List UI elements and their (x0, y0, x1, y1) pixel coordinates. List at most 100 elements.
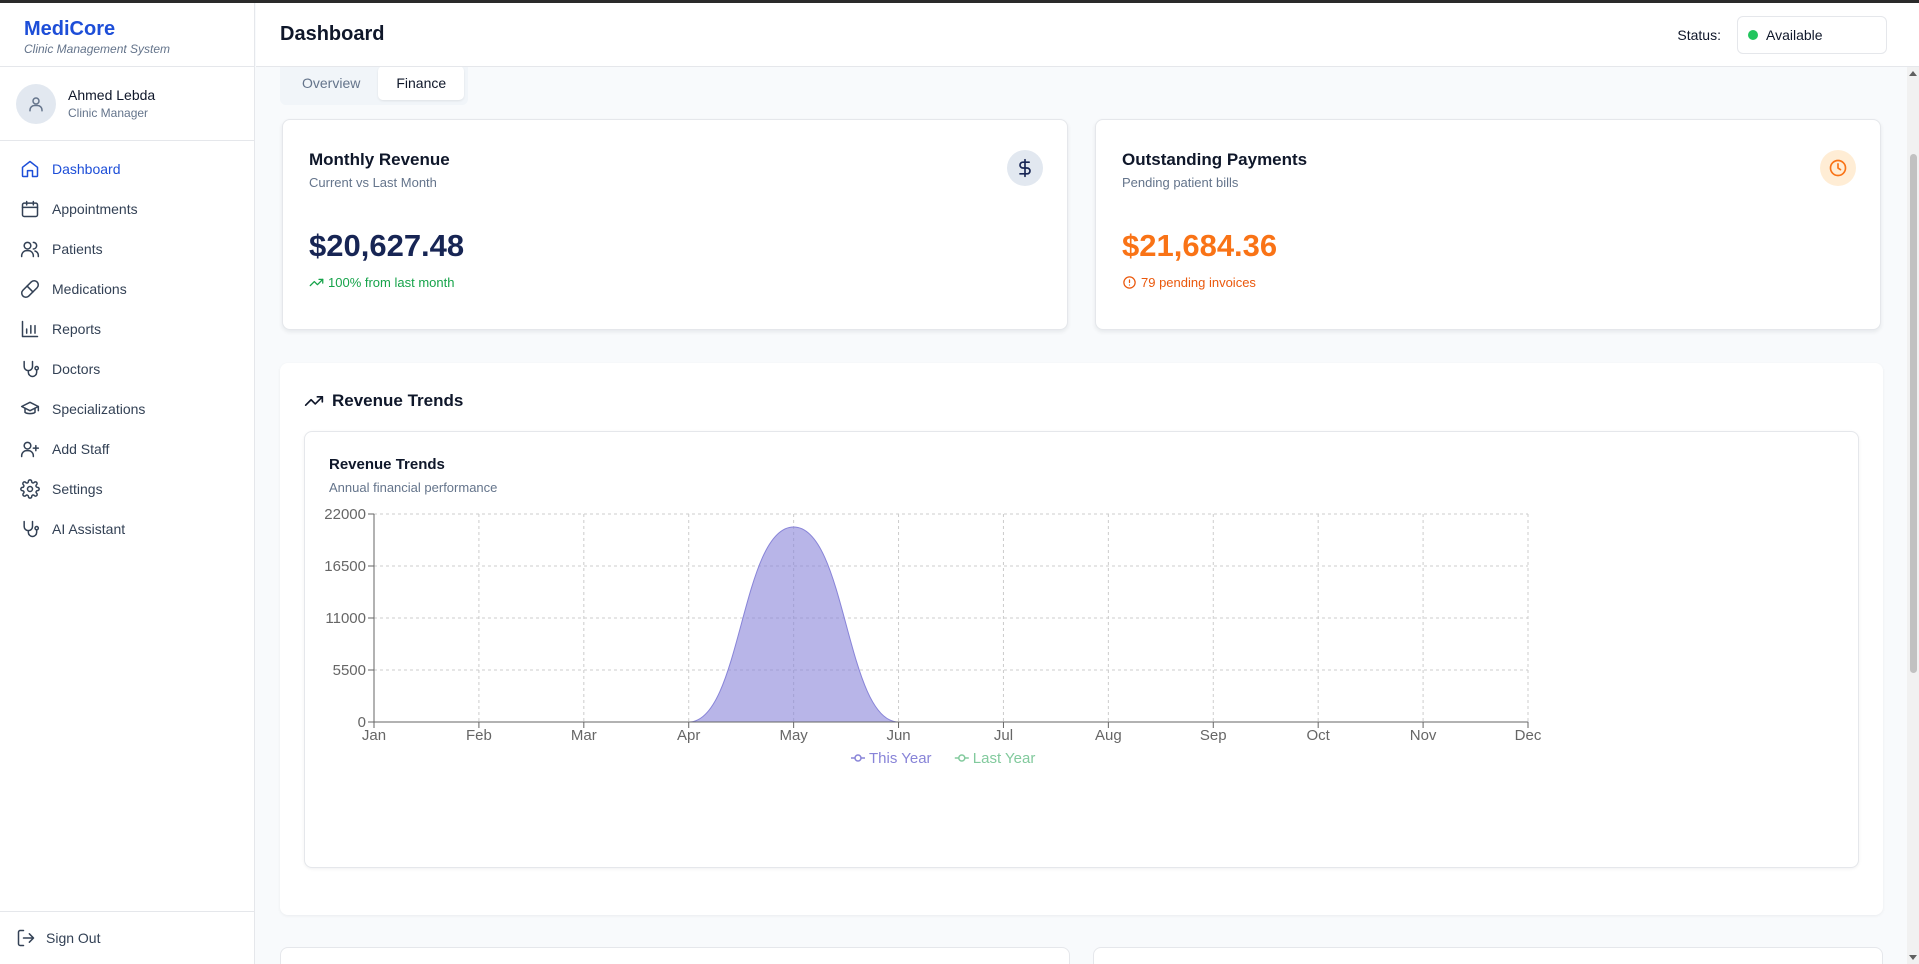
y-tick-label: 16500 (324, 558, 366, 575)
dashboard-tabs: Overview Finance (280, 67, 469, 105)
x-tick-label: May (779, 727, 808, 744)
sign-out-label: Sign Out (46, 930, 101, 946)
sidebar-item-label: Dashboard (52, 161, 121, 177)
y-tick-label: 11000 (325, 610, 366, 627)
tab-finance[interactable]: Finance (378, 67, 465, 100)
clock-icon-badge (1820, 150, 1856, 186)
app-subtitle: Clinic Management System (24, 42, 171, 56)
user-plus-icon (20, 441, 40, 458)
page-scrollbar[interactable] (1907, 67, 1919, 964)
revenue-area-chart[interactable]: Jan: 0Feb: 0Mar: 0Apr: 0May: 0Jun: 0Jul:… (305, 432, 1860, 869)
dollar-icon (1019, 158, 1031, 178)
sidebar-item-medications[interactable]: Medications (0, 269, 254, 309)
sidebar-item-label: Doctors (52, 361, 101, 377)
calendar-icon (21, 200, 39, 218)
card-title: Outstanding Payments (1122, 150, 1308, 169)
series-line-this-year (374, 526, 1528, 723)
scroll-thumb[interactable] (1910, 154, 1917, 673)
sidebar-item-label: Medications (52, 281, 127, 297)
window-top-border (0, 0, 1919, 3)
sidebar-item-appointments[interactable]: Appointments (0, 189, 254, 229)
top-header: Dashboard Status: Available (256, 3, 1919, 67)
revenue-note-text: 100% from last month (328, 275, 455, 290)
chart-subtitle: Annual financial performance (329, 480, 498, 495)
monthly-revenue-card: Monthly Revenue Current vs Last Month $2… (282, 119, 1068, 330)
users-icon (20, 241, 40, 258)
x-tick-label: Aug (1095, 727, 1122, 744)
x-tick-label: Sep (1200, 727, 1227, 744)
sidebar-item-reports[interactable]: Reports (0, 309, 254, 349)
sidebar-item-label: Appointments (52, 201, 138, 217)
user-name: Ahmed Lebda (68, 87, 156, 103)
status-select[interactable]: Available (1737, 15, 1887, 54)
sidebar: MediCore Clinic Management System Ahmed … (0, 3, 255, 964)
x-tick-label: Jan (362, 727, 386, 744)
user-profile[interactable]: Ahmed Lebda Clinic Manager (0, 67, 254, 141)
chart-title: Revenue Trends (329, 456, 445, 473)
user-role: Clinic Manager (68, 106, 149, 120)
page-title: Dashboard (280, 23, 385, 45)
sidebar-item-label: Patients (52, 241, 103, 257)
legend-marker-last-year (958, 754, 966, 762)
stethoscope-icon (23, 360, 40, 378)
sidebar-item-label: Settings (52, 481, 103, 497)
sidebar-item-label: Add Staff (52, 441, 110, 457)
sidebar-item-label: AI Assistant (52, 521, 126, 537)
brand: MediCore Clinic Management System (0, 3, 254, 67)
scroll-down-arrow-icon[interactable] (1909, 955, 1917, 960)
data-point-this-year-4: May: 20627.48 (793, 526, 795, 528)
status-label: Status: (1677, 26, 1721, 43)
sign-out-icon (17, 929, 35, 947)
avatar (16, 83, 56, 124)
revenue-value: $20,627.48 (309, 228, 465, 263)
sidebar-item-doctors[interactable]: Doctors (0, 349, 254, 389)
series-area-this-year (374, 526, 1528, 722)
sidebar-item-patients[interactable]: Patients (0, 229, 254, 269)
x-tick-label: Mar (571, 727, 597, 744)
sidebar-item-specializations[interactable]: Specializations (0, 389, 254, 429)
section-header: Revenue Trends (304, 391, 463, 411)
outstanding-note: 79 pending invoices (1122, 275, 1256, 290)
legend-label-last-year: Last Year (973, 750, 1036, 767)
section-title: Revenue Trends (332, 391, 464, 410)
card-title: Monthly Revenue (309, 150, 450, 169)
sidebar-nav: Dashboard Appointments Patients Medicati… (0, 141, 254, 549)
x-tick-label: Nov (1410, 727, 1437, 744)
x-tick-label: Dec (1515, 727, 1542, 744)
y-tick-label: 5500 (333, 662, 366, 679)
x-tick-label: Feb (466, 727, 492, 744)
sidebar-item-add-staff[interactable]: Add Staff (0, 429, 254, 469)
sidebar-item-label: Reports (52, 321, 102, 337)
sidebar-item-label: Specializations (52, 401, 146, 417)
revenue-note: 100% from last month (309, 275, 454, 290)
pill-icon (21, 280, 39, 298)
clock-icon (1829, 159, 1847, 177)
x-tick-label: Jun (886, 727, 910, 744)
outstanding-value: $21,684.36 (1122, 228, 1278, 263)
y-tick-label: 0 (358, 714, 366, 731)
card-subtitle: Pending patient bills (1122, 175, 1239, 190)
trending-up-icon (304, 396, 324, 406)
legend-marker-this-year (854, 754, 862, 762)
main-content: Overview Finance Monthly Revenue Current… (256, 67, 1907, 964)
sidebar-item-dashboard[interactable]: Dashboard (0, 149, 254, 189)
sidebar-item-ai-assistant[interactable]: AI Assistant (0, 509, 254, 549)
trending-up-icon (309, 278, 324, 287)
status-value: Available (1766, 26, 1823, 43)
bottom-card-right (1093, 947, 1883, 964)
dollar-icon-badge (1007, 150, 1043, 186)
revenue-trends-section: Revenue Trends Revenue Trends Annual fin… (280, 363, 1883, 915)
sidebar-item-settings[interactable]: Settings (0, 469, 254, 509)
x-tick-label: Jul (994, 727, 1013, 744)
gear-icon (20, 479, 40, 499)
x-tick-label: Apr (677, 727, 700, 744)
y-tick-label: 22000 (324, 506, 366, 523)
scroll-up-arrow-icon[interactable] (1909, 71, 1917, 76)
app-name[interactable]: MediCore (24, 18, 116, 40)
card-subtitle: Current vs Last Month (309, 175, 437, 190)
tab-overview[interactable]: Overview (302, 75, 361, 91)
alert-circle-icon (1123, 276, 1136, 289)
sign-out-button[interactable]: Sign Out (0, 911, 254, 964)
user-icon (29, 96, 43, 111)
legend-label-this-year: This Year (869, 750, 932, 767)
